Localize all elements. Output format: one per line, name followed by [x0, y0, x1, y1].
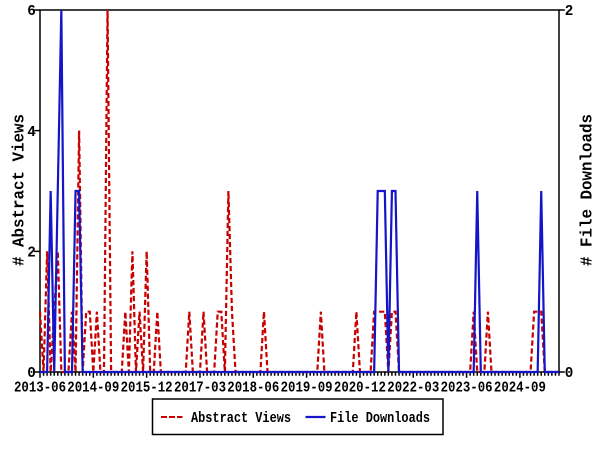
svg-text:0: 0 [565, 366, 574, 382]
svg-text:2: 2 [565, 4, 574, 20]
svg-text:2019-09: 2019-09 [281, 381, 333, 397]
svg-text:File Downloads: File Downloads [330, 411, 430, 427]
svg-text:6: 6 [27, 4, 36, 20]
svg-text:# Abstract Views: # Abstract Views [11, 114, 30, 266]
svg-text:0: 0 [27, 366, 36, 382]
svg-text:2018-06: 2018-06 [227, 381, 279, 397]
svg-text:2015-12: 2015-12 [121, 381, 173, 397]
svg-text:2024-09: 2024-09 [494, 381, 546, 397]
svg-text:2013-06: 2013-06 [14, 381, 66, 397]
svg-text:Abstract Views: Abstract Views [191, 411, 291, 427]
svg-text:2014-09: 2014-09 [67, 381, 119, 397]
svg-text:4: 4 [27, 125, 36, 141]
svg-text:2017-03: 2017-03 [174, 381, 226, 397]
svg-text:2023-06: 2023-06 [441, 381, 493, 397]
svg-text:2: 2 [27, 245, 36, 261]
svg-text:2020-12: 2020-12 [334, 381, 386, 397]
svg-text:2022-03: 2022-03 [387, 381, 439, 397]
svg-text:# File Downloads: # File Downloads [579, 114, 598, 266]
